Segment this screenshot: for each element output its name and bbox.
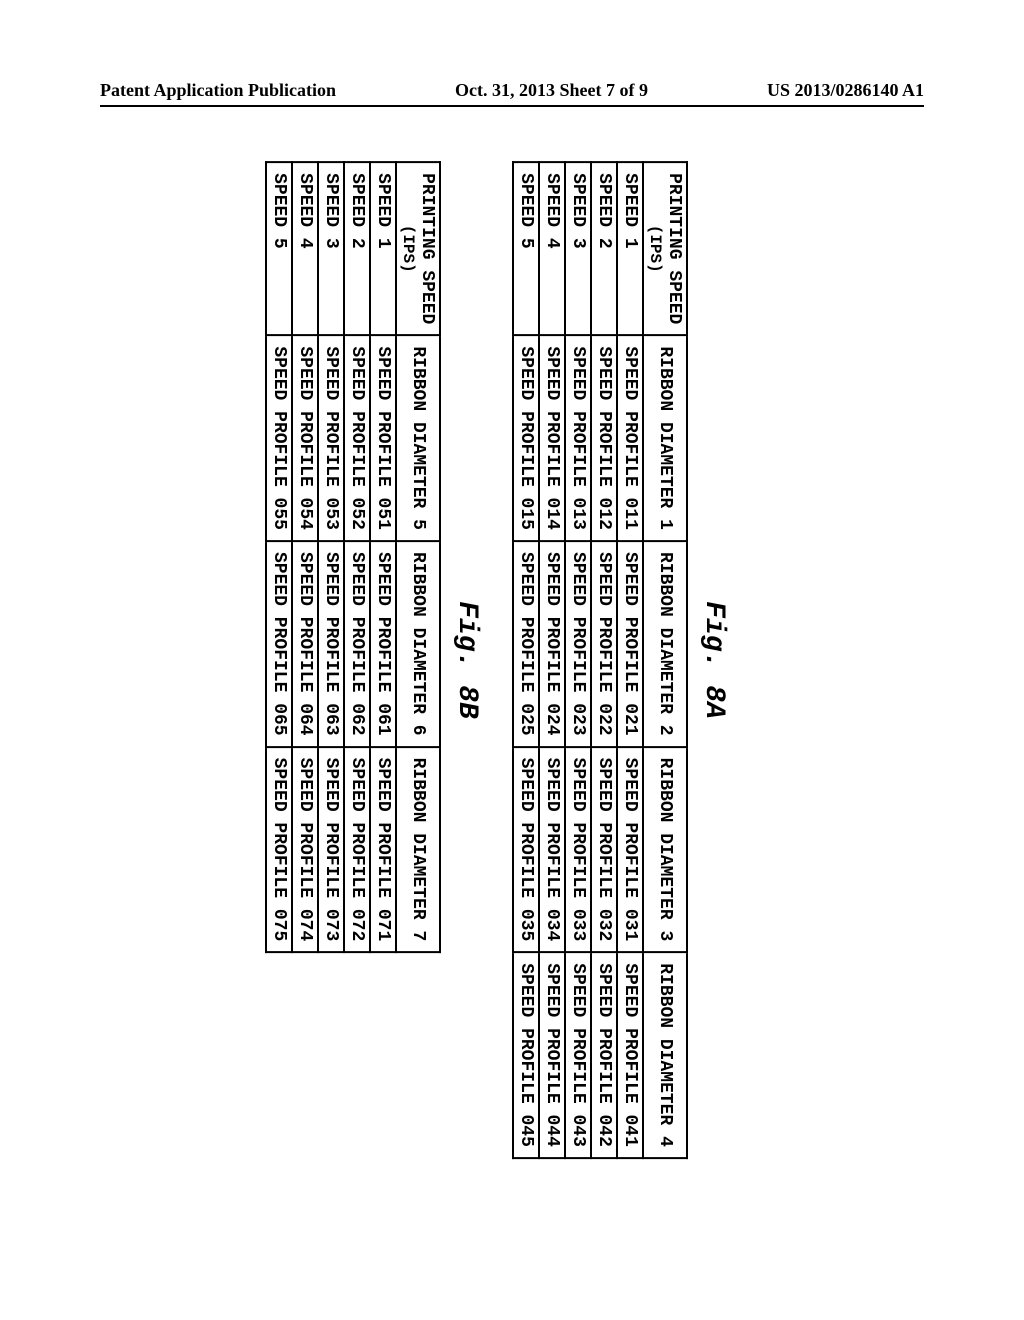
profile-cell: SPEED PROFILE 022 (591, 541, 617, 747)
fig-8a-label: Fig. 8A (698, 161, 729, 1159)
profile-cell: SPEED PROFILE 021 (617, 541, 643, 747)
table-row: SPEED 2 SPEED PROFILE 012 SPEED PROFILE … (591, 162, 617, 1158)
page-header: Patent Application Publication Oct. 31, … (0, 80, 1024, 107)
speed-cell: SPEED 5 (513, 162, 539, 335)
table-row: SPEED 4 SPEED PROFILE 014 SPEED PROFILE … (539, 162, 565, 1158)
profile-cell: SPEED PROFILE 044 (539, 952, 565, 1158)
profile-cell: SPEED PROFILE 025 (513, 541, 539, 747)
profile-cell: SPEED PROFILE 053 (318, 335, 344, 541)
profile-cell: SPEED PROFILE 064 (292, 541, 318, 747)
profile-cell: SPEED PROFILE 063 (318, 541, 344, 747)
profile-cell: SPEED PROFILE 073 (318, 747, 344, 953)
profile-cell: SPEED PROFILE 055 (266, 335, 292, 541)
col-printing-speed: PRINTING SPEED (IPS) (643, 162, 687, 335)
col-diameter-5: RIBBON DIAMETER 5 (396, 335, 440, 541)
profile-cell: SPEED PROFILE 031 (617, 747, 643, 953)
col-diameter-2: RIBBON DIAMETER 2 (643, 541, 687, 747)
profile-cell: SPEED PROFILE 041 (617, 952, 643, 1158)
table-8a: PRINTING SPEED (IPS) RIBBON DIAMETER 1 R… (512, 161, 688, 1159)
table-header-row: PRINTING SPEED (IPS) RIBBON DIAMETER 5 R… (396, 162, 440, 952)
profile-cell: SPEED PROFILE 071 (370, 747, 396, 953)
content-rotated: Fig. 8A PRINTING SPEED (IPS) RIBBON DIAM… (265, 161, 759, 1159)
table-row: SPEED 5 SPEED PROFILE 055 SPEED PROFILE … (266, 162, 292, 952)
header-left: Patent Application Publication (100, 80, 336, 101)
speed-cell: SPEED 1 (370, 162, 396, 335)
profile-cell: SPEED PROFILE 024 (539, 541, 565, 747)
table-row: SPEED 3 SPEED PROFILE 013 SPEED PROFILE … (565, 162, 591, 1158)
profile-cell: SPEED PROFILE 012 (591, 335, 617, 541)
profile-cell: SPEED PROFILE 042 (591, 952, 617, 1158)
profile-cell: SPEED PROFILE 061 (370, 541, 396, 747)
col-printing-speed: PRINTING SPEED (IPS) (396, 162, 440, 335)
profile-cell: SPEED PROFILE 052 (344, 335, 370, 541)
table-row: SPEED 5 SPEED PROFILE 015 SPEED PROFILE … (513, 162, 539, 1158)
speed-cell: SPEED 3 (565, 162, 591, 335)
table-row: SPEED 2 SPEED PROFILE 052 SPEED PROFILE … (344, 162, 370, 952)
profile-cell: SPEED PROFILE 032 (591, 747, 617, 953)
col-diameter-1: RIBBON DIAMETER 1 (643, 335, 687, 541)
table-row: SPEED 4 SPEED PROFILE 054 SPEED PROFILE … (292, 162, 318, 952)
col-diameter-3: RIBBON DIAMETER 3 (643, 747, 687, 953)
profile-cell: SPEED PROFILE 065 (266, 541, 292, 747)
profile-cell: SPEED PROFILE 013 (565, 335, 591, 541)
table-8b: PRINTING SPEED (IPS) RIBBON DIAMETER 5 R… (265, 161, 441, 953)
profile-cell: SPEED PROFILE 072 (344, 747, 370, 953)
header-row: Patent Application Publication Oct. 31, … (100, 80, 924, 107)
fig-8b-label: Fig. 8B (451, 161, 482, 1159)
speed-cell: SPEED 1 (617, 162, 643, 335)
profile-cell: SPEED PROFILE 015 (513, 335, 539, 541)
printing-speed-line2: (IPS) (399, 173, 417, 324)
speed-cell: SPEED 3 (318, 162, 344, 335)
profile-cell: SPEED PROFILE 075 (266, 747, 292, 953)
header-right: US 2013/0286140 A1 (767, 80, 924, 101)
printing-speed-line1: PRINTING SPEED (417, 173, 437, 324)
col-diameter-6: RIBBON DIAMETER 6 (396, 541, 440, 747)
profile-cell: SPEED PROFILE 011 (617, 335, 643, 541)
speed-cell: SPEED 2 (344, 162, 370, 335)
printing-speed-line1: PRINTING SPEED (664, 173, 684, 324)
speed-cell: SPEED 5 (266, 162, 292, 335)
profile-cell: SPEED PROFILE 014 (539, 335, 565, 541)
speed-cell: SPEED 4 (292, 162, 318, 335)
profile-cell: SPEED PROFILE 034 (539, 747, 565, 953)
col-diameter-4: RIBBON DIAMETER 4 (643, 952, 687, 1158)
table-row: SPEED 1 SPEED PROFILE 051 SPEED PROFILE … (370, 162, 396, 952)
header-center: Oct. 31, 2013 Sheet 7 of 9 (455, 80, 648, 101)
table-row: SPEED 3 SPEED PROFILE 053 SPEED PROFILE … (318, 162, 344, 952)
speed-cell: SPEED 4 (539, 162, 565, 335)
profile-cell: SPEED PROFILE 033 (565, 747, 591, 953)
profile-cell: SPEED PROFILE 023 (565, 541, 591, 747)
profile-cell: SPEED PROFILE 051 (370, 335, 396, 541)
profile-cell: SPEED PROFILE 043 (565, 952, 591, 1158)
table-header-row: PRINTING SPEED (IPS) RIBBON DIAMETER 1 R… (643, 162, 687, 1158)
profile-cell: SPEED PROFILE 054 (292, 335, 318, 541)
speed-cell: SPEED 2 (591, 162, 617, 335)
profile-cell: SPEED PROFILE 045 (513, 952, 539, 1158)
profile-cell: SPEED PROFILE 074 (292, 747, 318, 953)
profile-cell: SPEED PROFILE 062 (344, 541, 370, 747)
col-diameter-7: RIBBON DIAMETER 7 (396, 747, 440, 953)
printing-speed-line2: (IPS) (646, 173, 664, 324)
profile-cell: SPEED PROFILE 035 (513, 747, 539, 953)
table-row: SPEED 1 SPEED PROFILE 011 SPEED PROFILE … (617, 162, 643, 1158)
